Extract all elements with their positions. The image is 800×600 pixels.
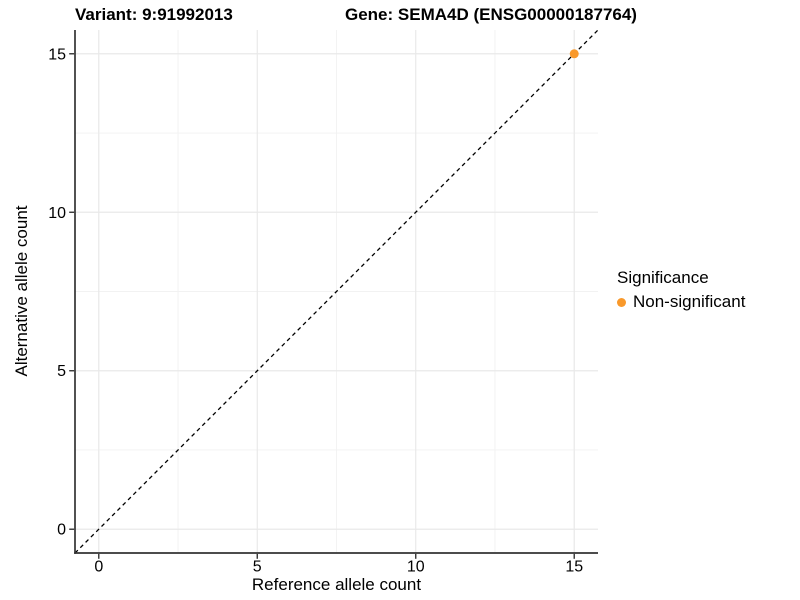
y-axis-title: Alternative allele count [12, 205, 31, 377]
legend-item-label: Non-significant [633, 292, 746, 311]
identity-dashed-line [74, 29, 599, 554]
legend-title: Significance [617, 268, 709, 287]
x-axis-title: Reference allele count [251, 575, 422, 594]
plot-title-gene: Gene: SEMA4D (ENSG00000187764) [345, 5, 637, 24]
x-tick-label: 5 [253, 559, 262, 576]
y-tick-label: 0 [57, 522, 66, 539]
x-tick-label: 10 [407, 559, 425, 576]
data-point [569, 49, 579, 59]
y-tick-label: 15 [48, 46, 66, 63]
x-tick-label: 15 [565, 559, 583, 576]
legend-item: Non-significant [617, 292, 745, 312]
legend-point-icon [617, 297, 626, 307]
x-tick-label: 0 [94, 559, 103, 576]
y-tick-label: 5 [57, 363, 66, 380]
legend: Significance Non-significant [617, 268, 745, 312]
y-tick-label: 10 [48, 205, 66, 222]
plot-title-variant: Variant: 9:91992013 [75, 5, 233, 24]
